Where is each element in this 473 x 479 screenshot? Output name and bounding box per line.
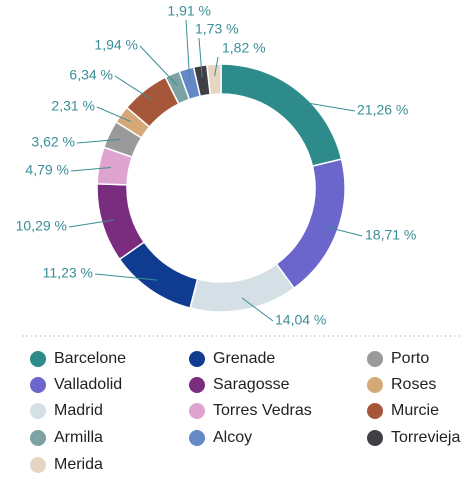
legend-swatch (367, 403, 383, 419)
leader-line (76, 138, 121, 144)
legend-swatch (30, 457, 46, 473)
value-label: 1,82 % (222, 40, 266, 56)
value-label: 11,23 % (43, 265, 93, 281)
leader-line (68, 219, 114, 228)
legend-swatch (189, 403, 205, 419)
value-label: 10,29 % (16, 218, 67, 234)
value-label: 1,91 % (167, 3, 211, 19)
legend-label: Armilla (54, 429, 103, 446)
leader-line (139, 45, 178, 86)
value-label: 2,31 % (51, 98, 95, 114)
slice (206, 63, 222, 96)
leader-line (214, 56, 219, 77)
legend-swatch (367, 351, 383, 367)
legend-swatch (30, 351, 46, 367)
legend-label: Valladolid (54, 376, 122, 393)
slice (189, 262, 296, 313)
slice (275, 158, 346, 290)
legend-label: Barcelone (54, 350, 126, 367)
value-label: 1,73 % (195, 21, 239, 37)
leader-line (325, 226, 363, 237)
value-label: 4,79 % (25, 162, 69, 178)
legend-label: Torres Vedras (213, 402, 312, 419)
legend-label: Roses (391, 376, 436, 393)
leader-line (198, 37, 203, 78)
legend-swatch (30, 377, 46, 393)
legend-label: Alcoy (213, 429, 252, 446)
legend-label: Murcie (391, 402, 439, 419)
leader-line (241, 297, 274, 322)
legend-swatch (367, 430, 383, 446)
legend-swatch (189, 430, 205, 446)
legend-swatch (189, 377, 205, 393)
leader-line (290, 99, 356, 112)
legend-label: Merida (54, 456, 103, 473)
leader-line (185, 19, 191, 81)
leader-line (114, 75, 153, 101)
value-label: 3,62 % (31, 134, 75, 150)
value-label: 18,71 % (365, 227, 416, 243)
legend-swatch (367, 377, 383, 393)
legend-swatch (30, 430, 46, 446)
legend-swatch (30, 403, 46, 419)
value-label: 14,04 % (275, 312, 326, 328)
legend-label: Madrid (54, 402, 103, 419)
legend-label: Saragosse (213, 376, 290, 393)
value-label: 1,94 % (94, 37, 138, 53)
value-label: 21,26 % (357, 102, 408, 118)
slice (220, 63, 343, 168)
leader-line (94, 273, 158, 281)
value-label: 6,34 % (69, 67, 113, 83)
legend-label: Grenade (213, 350, 275, 367)
legend-label: Torrevieja (391, 429, 460, 446)
leader-line (70, 166, 111, 172)
leader-line (96, 106, 132, 123)
legend-label: Porto (391, 350, 429, 367)
legend-swatch (189, 351, 205, 367)
